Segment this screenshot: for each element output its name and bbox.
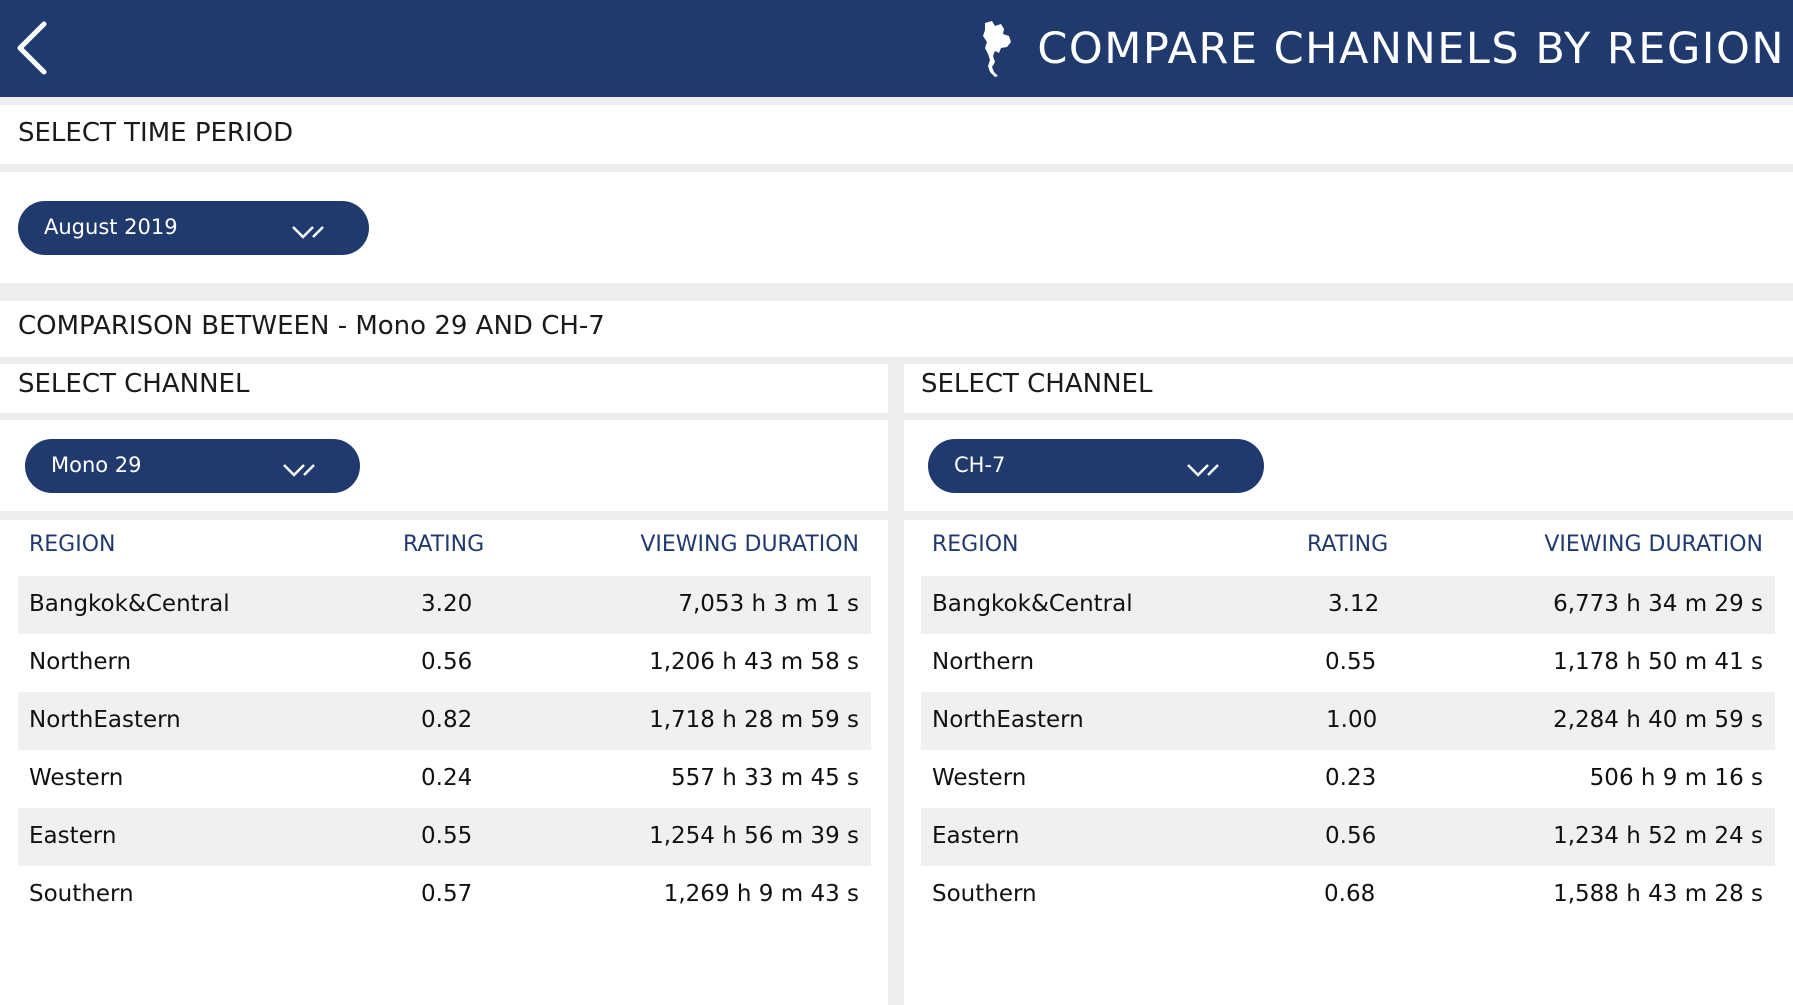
column-header-duration: VIEWING DURATION xyxy=(640,532,859,557)
back-button[interactable] xyxy=(10,20,60,76)
rating-cell: 0.23 xyxy=(1325,765,1377,791)
table-row: Bangkok&Central 3.20 7,053 h 3 m 1 s xyxy=(18,576,871,634)
rating-cell: 3.12 xyxy=(1328,591,1380,617)
channel-value-left: Mono 29 xyxy=(51,453,142,477)
region-table-right: REGION RATING VIEWING DURATION Bangkok&C… xyxy=(921,532,1775,932)
section-divider xyxy=(0,164,1793,172)
region-table-left: REGION RATING VIEWING DURATION Bangkok&C… xyxy=(18,532,871,932)
section-divider xyxy=(0,283,1793,301)
table-row: Southern 0.57 1,269 h 9 m 43 s xyxy=(18,866,871,924)
duration-cell: 1,178 h 50 m 41 s xyxy=(1553,649,1763,675)
duration-cell: 6,773 h 34 m 29 s xyxy=(1553,591,1763,617)
table-row: Western 0.24 557 h 33 m 45 s xyxy=(18,750,871,808)
duration-cell: 1,588 h 43 m 28 s xyxy=(1553,881,1763,907)
region-cell: Bangkok&Central xyxy=(932,591,1133,617)
rating-cell: 0.68 xyxy=(1324,881,1376,907)
region-cell: Northern xyxy=(29,649,132,675)
region-cell: Southern xyxy=(29,881,134,907)
section-divider xyxy=(0,511,888,520)
duration-cell: 1,234 h 52 m 24 s xyxy=(1553,823,1763,849)
column-header-region: REGION xyxy=(932,532,1019,557)
section-divider xyxy=(0,357,1793,364)
region-cell: Western xyxy=(932,765,1027,791)
thailand-map-icon xyxy=(983,20,1012,77)
rating-cell: 3.20 xyxy=(421,591,473,617)
chevron-left-icon xyxy=(17,21,47,75)
comparison-heading: COMPARISON BETWEEN - Mono 29 AND CH-7 xyxy=(18,311,605,341)
section-divider xyxy=(0,413,888,420)
duration-cell: 7,053 h 3 m 1 s xyxy=(678,591,859,617)
table-row: Northern 0.55 1,178 h 50 m 41 s xyxy=(921,634,1775,692)
rating-cell: 0.55 xyxy=(1325,649,1377,675)
select-channel-heading-right: SELECT CHANNEL xyxy=(921,369,1153,399)
region-cell: Northern xyxy=(932,649,1035,675)
rating-cell: 0.82 xyxy=(421,707,473,733)
time-period-heading: SELECT TIME PERIOD xyxy=(18,118,294,148)
region-cell: Western xyxy=(29,765,124,791)
region-cell: NorthEastern xyxy=(29,707,181,733)
app-header: COMPARE CHANNELS BY REGION xyxy=(0,0,1793,97)
duration-cell: 1,254 h 56 m 39 s xyxy=(649,823,859,849)
rating-cell: 0.56 xyxy=(1325,823,1377,849)
column-header-rating: RATING xyxy=(403,532,485,557)
region-cell: Eastern xyxy=(29,823,117,849)
time-period-dropdown[interactable]: August 2019 xyxy=(18,201,369,255)
rating-cell: 0.57 xyxy=(421,881,473,907)
time-period-value: August 2019 xyxy=(44,215,178,239)
rating-cell: 0.55 xyxy=(421,823,473,849)
chevron-down-icon xyxy=(1187,464,1219,477)
table-row: Eastern 0.55 1,254 h 56 m 39 s xyxy=(18,808,871,866)
table-row: NorthEastern 0.82 1,718 h 28 m 59 s xyxy=(18,692,871,750)
section-divider xyxy=(904,511,1793,520)
rating-cell: 0.56 xyxy=(421,649,473,675)
table-row: Northern 0.56 1,206 h 43 m 58 s xyxy=(18,634,871,692)
column-header-duration: VIEWING DURATION xyxy=(1544,532,1763,557)
title-group: COMPARE CHANNELS BY REGION xyxy=(979,0,1785,97)
section-divider xyxy=(904,413,1793,420)
column-header-rating: RATING xyxy=(1307,532,1389,557)
duration-cell: 1,718 h 28 m 59 s xyxy=(649,707,859,733)
table-row: NorthEastern 1.00 2,284 h 40 m 59 s xyxy=(921,692,1775,750)
table-row: Bangkok&Central 3.12 6,773 h 34 m 29 s xyxy=(921,576,1775,634)
channel-dropdown-right[interactable]: CH-7 xyxy=(928,439,1264,493)
region-cell: NorthEastern xyxy=(932,707,1084,733)
region-cell: Eastern xyxy=(932,823,1020,849)
chevron-down-icon xyxy=(292,226,324,239)
duration-cell: 1,269 h 9 m 43 s xyxy=(663,881,859,907)
region-cell: Southern xyxy=(932,881,1037,907)
table-row: Southern 0.68 1,588 h 43 m 28 s xyxy=(921,866,1775,924)
duration-cell: 2,284 h 40 m 59 s xyxy=(1553,707,1763,733)
region-cell: Bangkok&Central xyxy=(29,591,230,617)
duration-cell: 557 h 33 m 45 s xyxy=(671,765,859,791)
column-divider xyxy=(888,363,904,1005)
channel-value-right: CH-7 xyxy=(954,453,1006,477)
section-divider xyxy=(0,97,1793,105)
duration-cell: 506 h 9 m 16 s xyxy=(1589,765,1763,791)
channel-dropdown-left[interactable]: Mono 29 xyxy=(25,439,360,493)
page-title: COMPARE CHANNELS BY REGION xyxy=(1037,23,1785,74)
select-channel-heading-left: SELECT CHANNEL xyxy=(18,369,250,399)
rating-cell: 1.00 xyxy=(1326,707,1378,733)
chevron-down-icon xyxy=(283,464,315,477)
table-row: Western 0.23 506 h 9 m 16 s xyxy=(921,750,1775,808)
rating-cell: 0.24 xyxy=(421,765,473,791)
duration-cell: 1,206 h 43 m 58 s xyxy=(649,649,859,675)
table-row: Eastern 0.56 1,234 h 52 m 24 s xyxy=(921,808,1775,866)
column-header-region: REGION xyxy=(29,532,116,557)
